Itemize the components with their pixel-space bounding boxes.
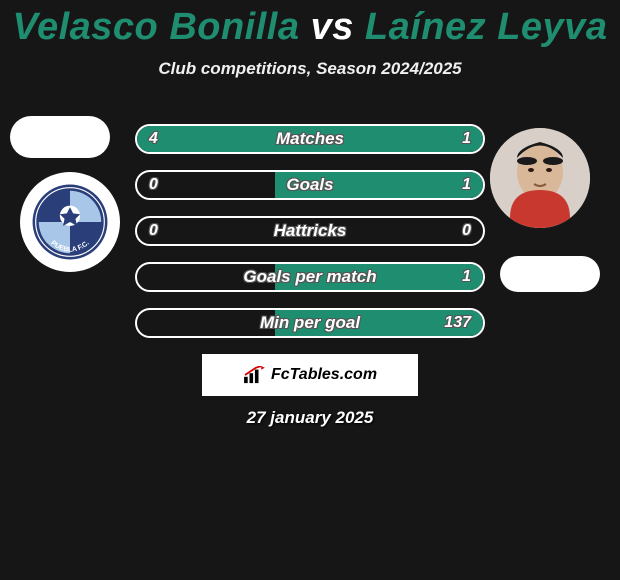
stat-row: 0 Goals 1 (135, 170, 485, 200)
stat-value-left: 0 (149, 176, 158, 194)
stat-label: Matches (276, 129, 344, 149)
stat-value-right: 0 (462, 222, 471, 240)
player1-club-logo: PUEBLA F.C. (20, 172, 120, 272)
subtitle: Club competitions, Season 2024/2025 (0, 59, 620, 79)
stat-row: Min per goal 137 (135, 308, 485, 338)
brand-chart-icon (243, 366, 265, 384)
stat-value-left: 4 (149, 130, 158, 148)
vs-text: vs (311, 6, 354, 48)
stats-panel: 4 Matches 1 0 Goals 1 0 Hattricks 0 Goals per mat… (135, 124, 485, 354)
date-label: 27 january 2025 (247, 408, 374, 428)
stat-fill-right (414, 126, 483, 152)
stat-row: 4 Matches 1 (135, 124, 485, 154)
club-badge-icon: PUEBLA F.C. (31, 183, 109, 261)
stat-label: Goals per match (243, 267, 376, 287)
player2-avatar (490, 128, 590, 228)
page-title: Velasco Bonilla vs Laínez Leyva (0, 0, 620, 49)
comparison-card: Velasco Bonilla vs Laínez Leyva Club com… (0, 0, 620, 440)
brand-label: FcTables.com (271, 366, 377, 384)
player2-name: Laínez Leyva (365, 6, 608, 48)
stat-value-right: 1 (462, 268, 471, 286)
stat-label: Min per goal (260, 313, 360, 333)
brand-badge[interactable]: FcTables.com (202, 354, 418, 396)
stat-value-right: 1 (462, 130, 471, 148)
stat-row: 0 Hattricks 0 (135, 216, 485, 246)
stat-value-right: 137 (444, 314, 471, 332)
stat-value-left: 0 (149, 222, 158, 240)
stat-row: Goals per match 1 (135, 262, 485, 292)
player1-avatar-placeholder (10, 116, 110, 158)
stat-label: Hattricks (274, 221, 347, 241)
stat-value-right: 1 (462, 176, 471, 194)
stat-label: Goals (286, 175, 333, 195)
player1-name: Velasco Bonilla (13, 6, 300, 48)
player2-club-placeholder (500, 256, 600, 292)
player-face-icon (490, 128, 590, 228)
